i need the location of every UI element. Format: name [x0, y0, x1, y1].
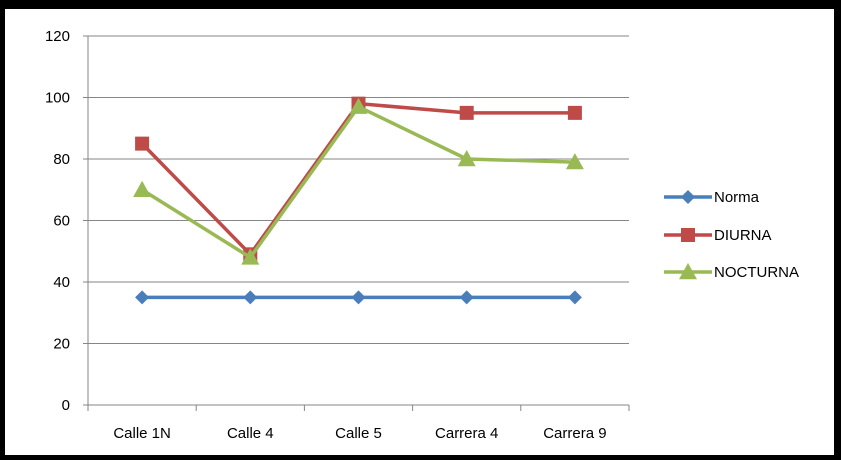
data-point — [567, 290, 582, 305]
series-nocturna — [133, 97, 584, 265]
data-point — [135, 136, 150, 151]
legend-label: Norma — [714, 189, 760, 206]
axes — [83, 35, 630, 411]
x-tick-label: Calle 4 — [227, 425, 274, 442]
x-tick-labels: Calle 1N Calle 4 Calle 5 Carrera 4 Carrera 9 — [113, 425, 606, 442]
series-norma — [135, 290, 582, 305]
data-point — [349, 97, 368, 114]
data-point — [459, 290, 474, 305]
y-tick-label: 20 — [53, 336, 70, 353]
data-point — [241, 248, 260, 265]
x-tick-label: Calle 1N — [113, 425, 171, 442]
x-tick-label: Carrera 9 — [543, 425, 606, 442]
data-point — [459, 105, 474, 120]
x-tick-label: Carrera 4 — [435, 425, 498, 442]
series-lines — [133, 96, 584, 305]
y-tick-label: 0 — [62, 397, 70, 414]
legend-marker — [681, 228, 695, 242]
series-line — [141, 104, 575, 260]
y-tick-label: 80 — [53, 151, 70, 168]
legend-label: NOCTURNA — [714, 264, 799, 281]
y-tick-label: 120 — [45, 28, 70, 45]
data-point — [565, 153, 584, 170]
legend-label: DIURNA — [714, 227, 772, 244]
y-tick-label: 100 — [45, 90, 70, 107]
data-point — [243, 290, 258, 305]
data-point — [457, 150, 476, 167]
data-point — [135, 290, 150, 305]
y-tick-labels: 0 20 40 60 80 100 120 — [45, 28, 70, 414]
legend-entry: DIURNA — [664, 227, 772, 244]
series-diurna — [135, 96, 582, 262]
legend: Norma DIURNA NOCTURNA — [664, 189, 799, 281]
y-tick-label: 40 — [53, 274, 70, 291]
x-tick-label: Calle 5 — [335, 425, 382, 442]
data-point — [567, 105, 582, 120]
legend-entry: Norma — [664, 189, 760, 206]
y-tick-label: 60 — [53, 213, 70, 230]
legend-entry: NOCTURNA — [664, 263, 799, 281]
legend-marker — [681, 190, 695, 204]
legend-marker — [679, 263, 697, 280]
data-point — [133, 180, 152, 197]
data-point — [351, 290, 366, 305]
